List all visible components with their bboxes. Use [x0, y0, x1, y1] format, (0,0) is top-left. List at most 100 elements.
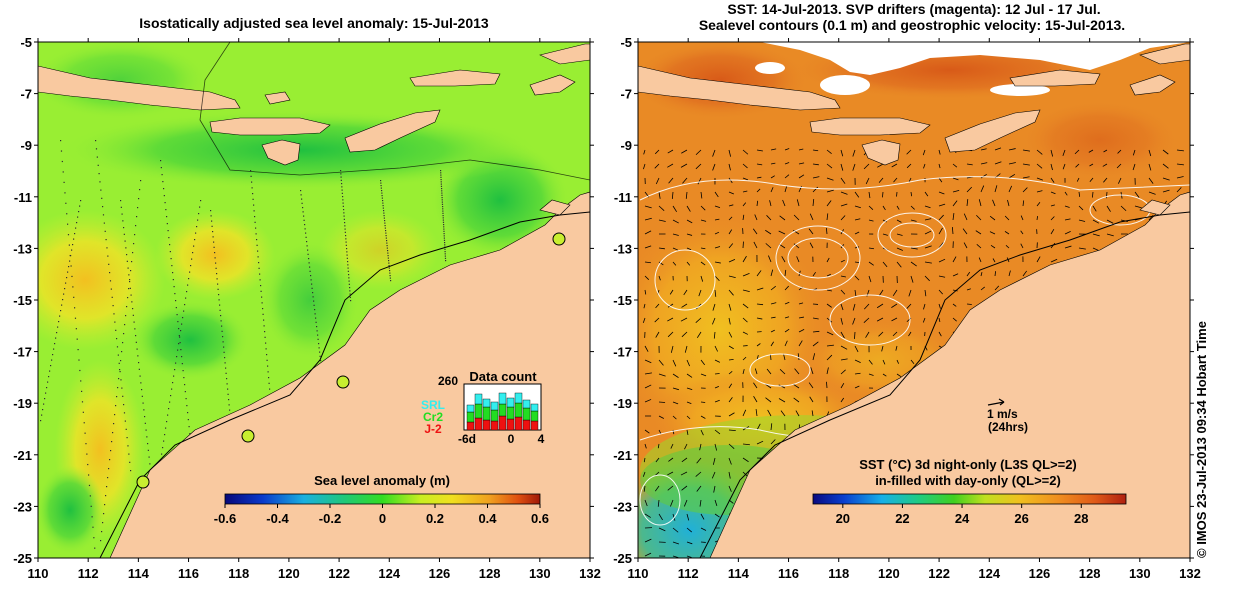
track-dot: [166, 421, 167, 422]
track-dot: [125, 247, 126, 248]
y-tick-label: -5: [620, 35, 632, 50]
track-dot: [227, 389, 228, 390]
track-dot: [257, 251, 258, 252]
inset-xtick: -6d: [458, 432, 476, 446]
track-dot: [302, 203, 303, 204]
sla-positive-anomaly: [155, 210, 275, 300]
track-dot: [119, 363, 120, 364]
track-dot: [106, 486, 107, 487]
track-dot: [142, 396, 143, 397]
track-dot: [443, 220, 444, 221]
track-dot: [163, 441, 164, 442]
track-dot: [119, 369, 120, 370]
inset-bar: [483, 407, 490, 420]
track-dot: [229, 404, 230, 405]
y-tick-label: -19: [13, 396, 32, 411]
track-dot: [253, 199, 254, 200]
track-dot: [104, 504, 105, 505]
track-dot: [126, 254, 127, 255]
track-dot: [308, 258, 309, 259]
track-dot: [137, 207, 138, 208]
track-dot: [441, 190, 442, 191]
track-dot: [118, 378, 119, 379]
y-tick-label: -7: [620, 87, 632, 102]
track-dot: [161, 167, 162, 168]
inset-bar: [475, 418, 482, 430]
track-dot: [74, 233, 75, 234]
track-dot: [74, 307, 75, 308]
track-dot: [445, 256, 446, 257]
track-dot: [383, 205, 384, 206]
track-dot: [47, 382, 48, 383]
track-dot: [216, 268, 217, 269]
tide-gauge-marker: [337, 376, 349, 388]
track-dot: [342, 196, 343, 197]
inset-bar: [515, 393, 522, 403]
track-dot: [445, 258, 446, 259]
track-dot: [260, 285, 261, 286]
track-dot: [305, 228, 306, 229]
track-dot: [318, 339, 319, 340]
track-dot: [259, 268, 260, 269]
x-tick-label: 112: [78, 566, 99, 581]
track-dot: [223, 347, 224, 348]
track-dot: [302, 207, 303, 208]
track-dot: [442, 208, 443, 209]
track-dot: [387, 248, 388, 249]
track-dot: [303, 211, 304, 212]
track-dot: [258, 262, 259, 263]
track-dot: [193, 246, 194, 247]
y-tick-label: -23: [13, 499, 32, 514]
track-dot: [216, 273, 217, 274]
track-dot: [170, 251, 171, 252]
colorbar-tick-label: -0.2: [319, 511, 341, 526]
track-dot: [443, 222, 444, 223]
sla-negative-anomaly: [35, 465, 105, 555]
track-dot: [386, 235, 387, 236]
track-dot: [389, 268, 390, 269]
track-dot: [263, 320, 264, 321]
track-dot: [170, 395, 171, 396]
track-dot: [174, 286, 175, 287]
track-dot: [385, 230, 386, 231]
track-dot: [301, 194, 302, 195]
inset-bar: [483, 420, 490, 430]
track-dot: [313, 301, 314, 302]
track-dot: [136, 342, 137, 343]
track-dot: [109, 272, 110, 273]
track-dot: [60, 310, 61, 311]
track-dot: [383, 208, 384, 209]
track-dot: [82, 401, 83, 402]
track-dot: [113, 305, 114, 306]
track-dot: [77, 217, 78, 218]
track-dot: [307, 245, 308, 246]
track-dot: [348, 271, 349, 272]
track-dot: [129, 462, 130, 463]
x-tick-label: 128: [479, 566, 501, 581]
track-dot: [86, 454, 87, 455]
track-dot: [258, 256, 259, 257]
track-dot: [164, 434, 165, 435]
track-dot: [173, 376, 174, 377]
track-dot: [226, 378, 227, 379]
track-dot: [182, 363, 183, 364]
track-dot: [384, 220, 385, 221]
track-dot: [124, 324, 125, 325]
track-dot: [214, 247, 215, 248]
track-dot: [306, 241, 307, 242]
track-dot: [381, 185, 382, 186]
track-dot: [442, 197, 443, 198]
track-dot: [444, 233, 445, 234]
track-dot: [78, 211, 79, 212]
track-dot: [265, 343, 266, 344]
track-dot: [443, 224, 444, 225]
track-dot: [182, 317, 183, 318]
track-dot: [63, 171, 64, 172]
inset-bar: [507, 407, 514, 419]
track-dot: [120, 371, 121, 372]
track-dot: [390, 280, 391, 281]
track-dot: [253, 205, 254, 206]
track-dot: [132, 308, 133, 309]
track-dot: [187, 412, 188, 413]
